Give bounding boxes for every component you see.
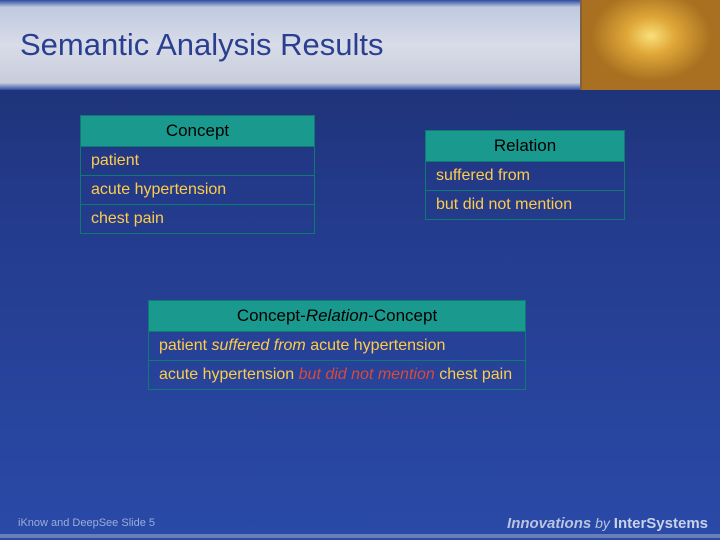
title-decoration-image xyxy=(580,0,720,90)
crc-row-part: suffered from xyxy=(211,337,305,354)
title-bar: Semantic Analysis Results xyxy=(0,0,720,90)
concept-table-header: Concept xyxy=(81,116,314,147)
slide-title: Semantic Analysis Results xyxy=(0,27,384,63)
content-area: Concept patientacute hypertensionchest p… xyxy=(0,105,720,500)
slide: Semantic Analysis Results Concept patien… xyxy=(0,0,720,540)
table-row: but did not mention xyxy=(426,191,624,219)
footer-intersystems: InterSystems xyxy=(614,515,708,532)
footer-by: by xyxy=(591,515,614,531)
crc-hdr-part-italic: Relation xyxy=(306,306,368,325)
crc-row-part: acute hypertension xyxy=(159,366,299,383)
footer-divider xyxy=(0,534,720,538)
relation-table-header: Relation xyxy=(426,131,624,162)
crc-row-part: chest pain xyxy=(435,366,512,383)
footer-right: Innovations by InterSystems xyxy=(507,515,708,532)
crc-hdr-part: Concept- xyxy=(237,306,306,325)
crc-row-part: patient xyxy=(159,337,211,354)
table-row: acute hypertension xyxy=(81,176,314,205)
crc-table-header: Concept-Relation-Concept xyxy=(149,301,525,332)
crc-row-part: but did not mention xyxy=(299,366,435,383)
footer-innovations: Innovations xyxy=(507,515,591,532)
table-row: patient suffered from acute hypertension xyxy=(149,332,525,361)
crc-row-part: acute hypertension xyxy=(306,337,446,354)
table-row: chest pain xyxy=(81,205,314,233)
concept-table: Concept patientacute hypertensionchest p… xyxy=(80,115,315,234)
table-row: patient xyxy=(81,147,314,176)
crc-table: Concept-Relation-Concept patient suffere… xyxy=(148,300,526,390)
relation-table: Relation suffered frombut did not mentio… xyxy=(425,130,625,220)
table-row: acute hypertension but did not mention c… xyxy=(149,361,525,389)
table-row: suffered from xyxy=(426,162,624,191)
crc-hdr-part: -Concept xyxy=(368,306,437,325)
footer-left: iKnow and DeepSee Slide 5 xyxy=(18,517,155,529)
